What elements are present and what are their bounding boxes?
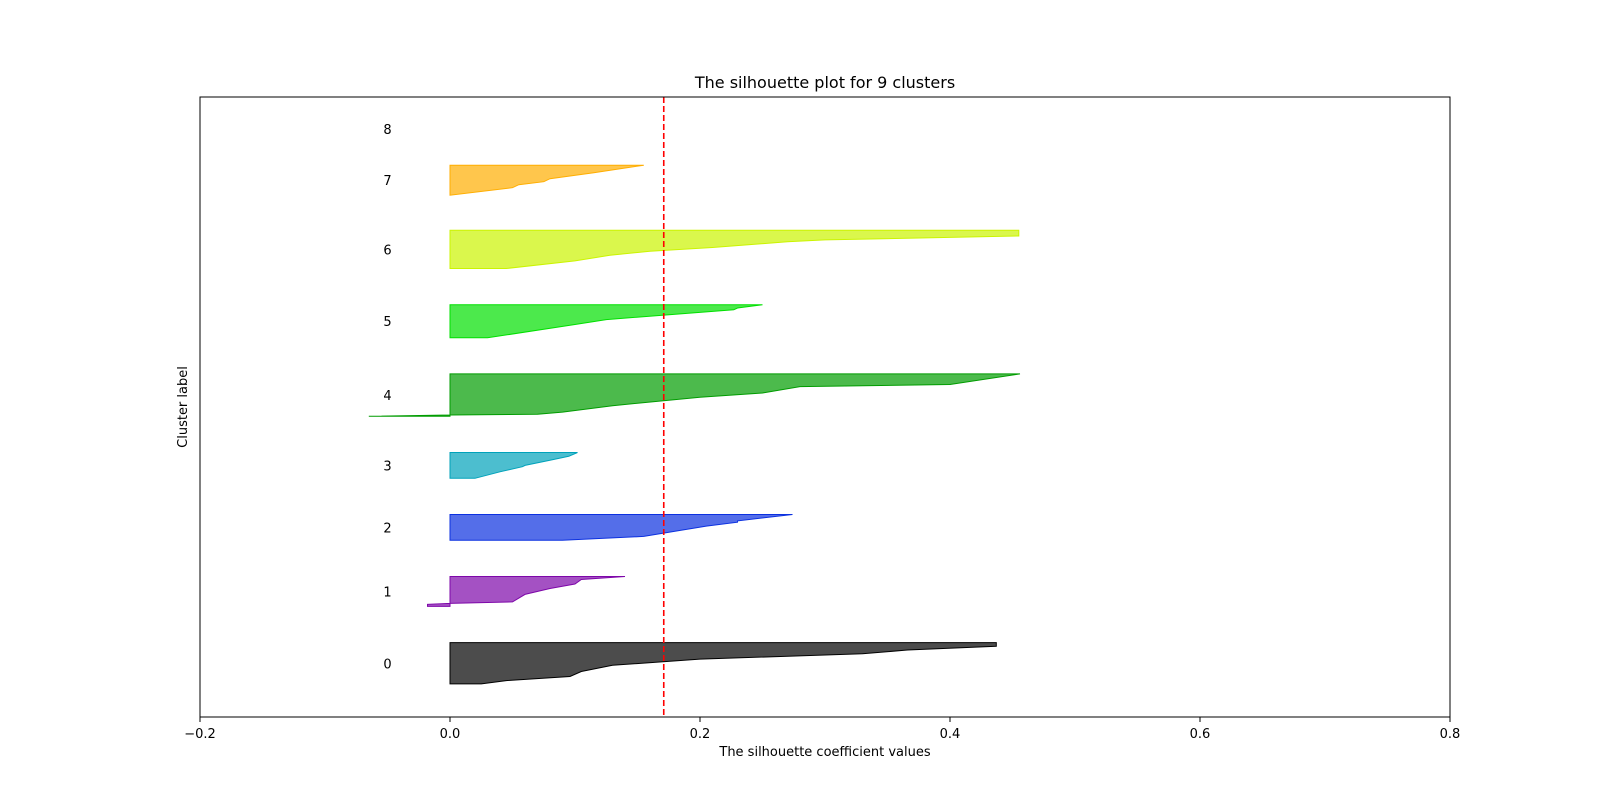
x-tick-label: 0.6 (1190, 727, 1211, 742)
cluster-label-4: 4 (383, 389, 391, 404)
plot-area (200, 97, 1450, 717)
x-axis-label: The silhouette coefficient values (718, 745, 930, 760)
cluster-label-0: 0 (383, 657, 391, 672)
x-axis-ticks: −0.2 0.0 0.2 0.4 0.6 0.8 (184, 717, 1460, 742)
x-tick-label: 0.0 (440, 727, 461, 742)
cluster-label-6: 6 (383, 243, 391, 258)
chart-title: The silhouette plot for 9 clusters (694, 73, 955, 92)
y-axis-label: Cluster label (176, 366, 191, 448)
cluster-6-silhouette (449, 229, 1020, 269)
cluster-labels: 0 1 2 3 4 5 6 7 8 (383, 123, 391, 672)
cluster-4-silhouette (368, 373, 1021, 417)
x-tick-label: −0.2 (184, 727, 216, 742)
cluster-7-silhouette (449, 164, 644, 196)
cluster-label-2: 2 (383, 521, 391, 536)
x-tick-label: 0.8 (1440, 727, 1461, 742)
cluster-1-silhouette (427, 576, 626, 607)
cluster-label-7: 7 (383, 174, 391, 189)
x-tick-label: 0.2 (690, 727, 711, 742)
cluster-2-silhouette (449, 514, 793, 541)
plot-frame (199, 96, 1451, 718)
cluster-0-silhouette (449, 642, 997, 685)
cluster-label-8: 8 (383, 123, 391, 138)
cluster-3-silhouette (449, 452, 578, 479)
cluster-label-5: 5 (383, 315, 391, 330)
cluster-silhouettes (368, 164, 1021, 685)
cluster-label-3: 3 (383, 459, 391, 474)
cluster-label-1: 1 (383, 585, 391, 600)
cluster-5-silhouette (449, 304, 763, 339)
x-tick-label: 0.4 (940, 727, 961, 742)
